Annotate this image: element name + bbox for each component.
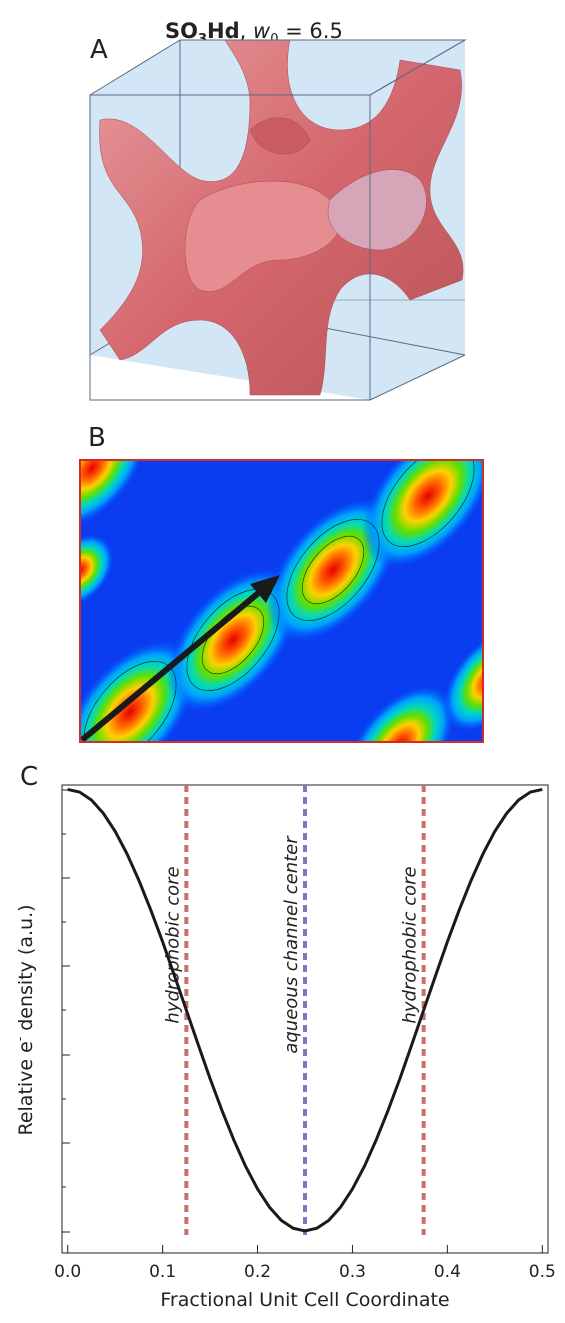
title-part: w	[253, 19, 271, 43]
map-frame	[79, 459, 484, 743]
y-label-part: density (a.u.)	[15, 904, 37, 1036]
title-part: ,	[240, 19, 253, 43]
x-tick-label: 0.4	[434, 1262, 461, 1282]
x-tick-label: 0.5	[529, 1262, 556, 1282]
x-tick-label: 0.0	[54, 1262, 81, 1282]
annotation-label: aqueous channel center	[281, 835, 302, 1054]
panel-label: A	[90, 35, 108, 65]
x-tick-label: 0.2	[244, 1262, 271, 1282]
panel-label: B	[88, 423, 106, 453]
x-axis-label: Fractional Unit Cell Coordinate	[160, 1289, 449, 1311]
annotation-label: hydrophobic core	[162, 866, 183, 1023]
title-part: = 6.5	[278, 19, 342, 43]
y-label-part: Relative e	[15, 1041, 37, 1135]
data-line	[67, 787, 543, 1233]
title-part: SO	[165, 19, 198, 43]
y-axis-ticks	[62, 789, 70, 1233]
panel-label: C	[20, 762, 38, 792]
y-label-part: -	[13, 1037, 27, 1041]
annotation-label: hydrophobic core	[400, 866, 421, 1023]
y-axis-label: Relative e- density (a.u.)	[13, 904, 37, 1135]
x-tick-label: 0.1	[149, 1262, 176, 1282]
x-tick-label: 0.3	[339, 1262, 366, 1282]
contour-map	[80, 460, 483, 742]
cube	[89, 39, 467, 401]
title-part: Hd	[207, 19, 240, 43]
